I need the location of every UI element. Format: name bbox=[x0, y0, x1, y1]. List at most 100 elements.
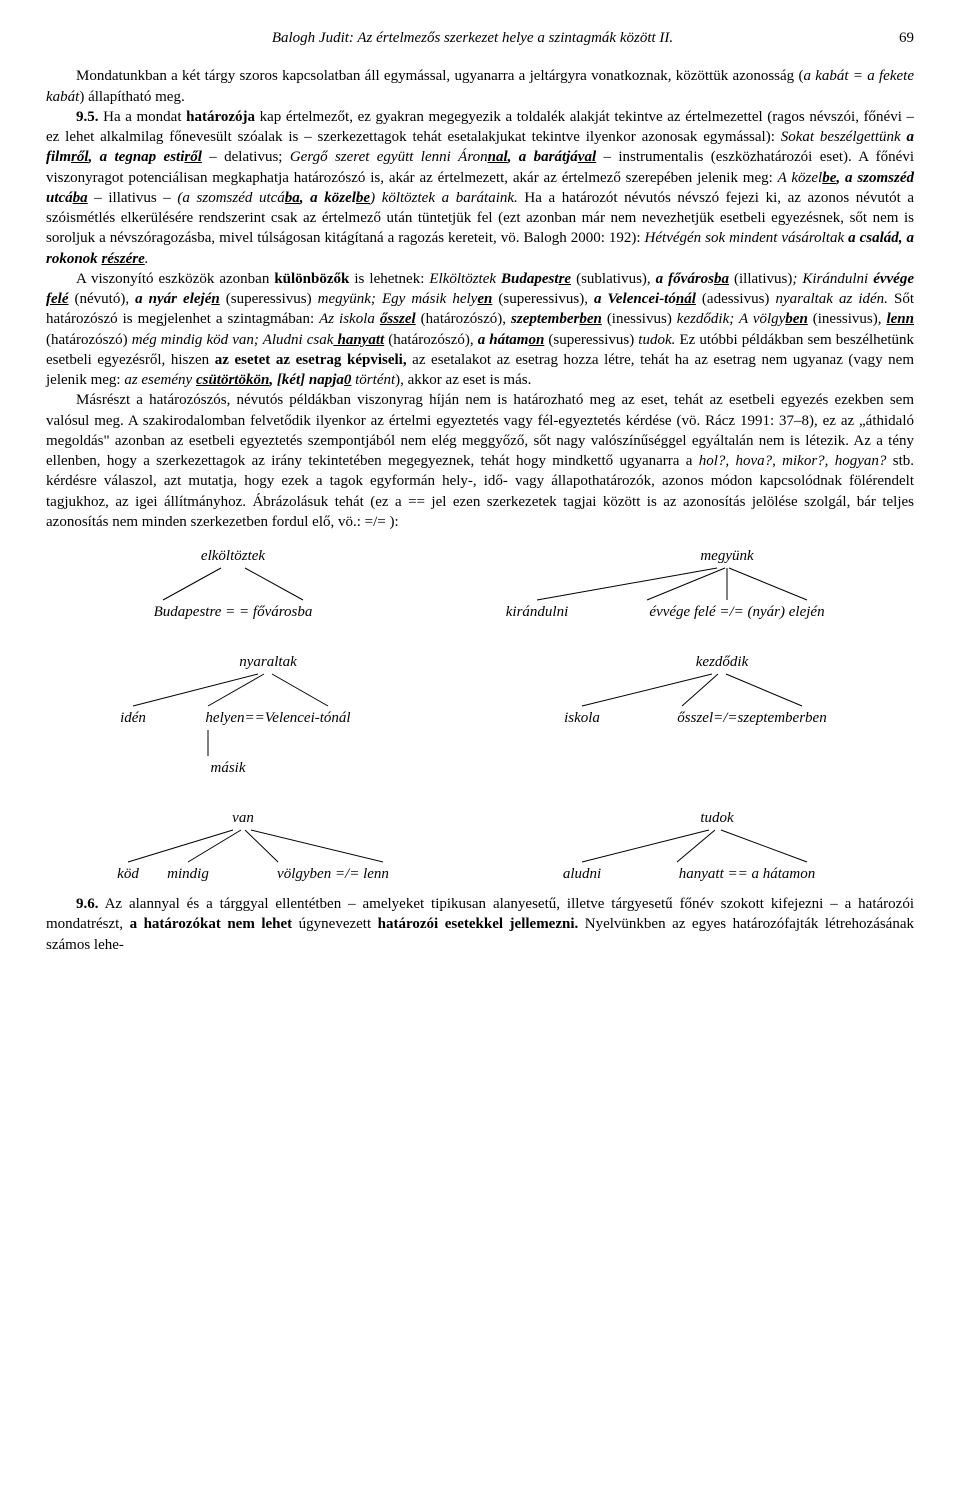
italic: Az iskola bbox=[319, 311, 380, 327]
bold-italic-underline-suffix: be bbox=[356, 190, 370, 206]
bold-italic-underline-suffix: on bbox=[528, 332, 544, 348]
bold-italic-underline-suffix: ről bbox=[184, 149, 202, 165]
svg-text:nyaraltak: nyaraltak bbox=[239, 654, 297, 670]
italic: megyünk; Egy másik hely bbox=[318, 291, 478, 307]
tree-nyaraltak: nyaraltak idén helyen==Velencei-tónál má… bbox=[98, 652, 418, 782]
paragraph-different-tools: A viszonyító eszközök azonban különbözők… bbox=[46, 269, 914, 391]
svg-text:elköltöztek: elköltöztek bbox=[201, 548, 265, 564]
text: – delativus; bbox=[202, 149, 290, 165]
bold: határozói esetekkel jellemezni. bbox=[378, 916, 579, 932]
text: Ha a mondat bbox=[99, 109, 187, 125]
italic: tudok. bbox=[638, 332, 675, 348]
bold-italic: , a közel bbox=[300, 190, 356, 206]
bold-italic: , [két] napja bbox=[269, 372, 344, 388]
svg-text:mindig: mindig bbox=[167, 866, 209, 882]
bold-italic-underline: ősszel bbox=[380, 311, 416, 327]
bold-italic: a főváros bbox=[656, 271, 714, 287]
bold-italic-underline-suffix: nál bbox=[676, 291, 696, 307]
bold-italic: a hátam bbox=[478, 332, 529, 348]
header-title: Balogh Judit: Az értelmezős szerkezet he… bbox=[272, 30, 673, 46]
bold-italic: évvége bbox=[873, 271, 914, 287]
bold-italic: a Velencei-tó bbox=[594, 291, 676, 307]
text: úgynevezett bbox=[292, 916, 378, 932]
bold-italic-underline: részére bbox=[101, 251, 144, 267]
text: (adessivus) bbox=[696, 291, 776, 307]
svg-text:ősszel=/=szeptemberben: ősszel=/=szeptemberben bbox=[677, 710, 826, 726]
text: (inessivus), bbox=[808, 311, 887, 327]
section-number: 9.5. bbox=[76, 109, 99, 125]
page-number: 69 bbox=[899, 28, 914, 48]
text: (superessivus), bbox=[492, 291, 594, 307]
paragraph-9-6: 9.6. Az alannyal és a tárggyal ellentétb… bbox=[46, 894, 914, 955]
bold-italic-underline-suffix: be bbox=[822, 170, 836, 186]
tree-megyunk: megyünk kirándulni évvége felé =/= (nyár… bbox=[477, 546, 857, 626]
tree-row-1: elköltöztek Budapestre = = fővárosba meg… bbox=[46, 546, 914, 626]
section-number: 9.6. bbox=[76, 896, 99, 912]
bold-italic-underline-suffix: ben bbox=[785, 311, 808, 327]
italic: ; Kirándulni bbox=[792, 271, 873, 287]
text: – illativus – bbox=[88, 190, 178, 206]
text: ) állapítható meg. bbox=[79, 89, 184, 105]
svg-text:van: van bbox=[232, 810, 254, 826]
paragraph-9-5: 9.5. Ha a mondat határozója kap értelmez… bbox=[46, 107, 914, 269]
italic: Gergő szeret együtt lenni Áron bbox=[290, 149, 488, 165]
bold: a határozókat nem lehet bbox=[130, 916, 293, 932]
italic: . bbox=[145, 251, 149, 267]
italic: ) költöztek a barátaink. bbox=[370, 190, 518, 206]
bold-italic-underline-suffix: ba bbox=[73, 190, 88, 206]
svg-text:iskola: iskola bbox=[564, 710, 600, 726]
italic: még mindig köd van; Aludni csak bbox=[132, 332, 334, 348]
tree-elkoltoztek: elköltöztek Budapestre = = fővárosba bbox=[103, 546, 363, 626]
svg-text:megyünk: megyünk bbox=[700, 548, 754, 564]
tree-diagrams: elköltöztek Budapestre = = fővárosba meg… bbox=[46, 546, 914, 888]
paragraph-agreement: Másrészt a határozószós, névutós példákb… bbox=[46, 390, 914, 532]
text: (határozószó) bbox=[46, 332, 132, 348]
bold: az esetet az esetrag képviseli, bbox=[215, 352, 407, 368]
tree-van: van köd mindig völgyben =/= lenn bbox=[93, 808, 433, 888]
svg-text:aludni: aludni bbox=[563, 866, 601, 882]
tree-tudok: tudok aludni hanyatt == a hátamon bbox=[527, 808, 867, 888]
text: ), akkor az eset is más. bbox=[395, 372, 531, 388]
italic: az esemény bbox=[124, 372, 196, 388]
italic: hol?, hova?, mikor?, hogyan? bbox=[699, 453, 887, 469]
italic: Sokat beszélgettünk bbox=[781, 129, 907, 145]
bold-italic-underline-suffix: ről bbox=[71, 149, 89, 165]
text: (névutó), bbox=[68, 291, 135, 307]
svg-text:helyen==Velencei-tónál: helyen==Velencei-tónál bbox=[205, 710, 350, 726]
bold-italic-underline-suffix: re bbox=[559, 271, 572, 287]
text: (sublativus), bbox=[571, 271, 656, 287]
text: is lehetnek: bbox=[349, 271, 429, 287]
bold-italic-underline-suffix: ba bbox=[714, 271, 729, 287]
svg-text:kezdődik: kezdődik bbox=[696, 654, 749, 670]
svg-text:kirándulni: kirándulni bbox=[506, 604, 569, 620]
bold-italic: a nyár elejé bbox=[135, 291, 211, 307]
text: Mondatunkban a két tárgy szoros kapcsola… bbox=[76, 68, 803, 84]
bold-italic-underline: csütörtökön bbox=[196, 372, 269, 388]
paragraph-intro: Mondatunkban a két tárgy szoros kapcsola… bbox=[46, 66, 914, 107]
text: (superessivus) bbox=[544, 332, 638, 348]
bold-italic-underline: hanyatt bbox=[333, 332, 384, 348]
bold-italic-underline-suffix: en bbox=[477, 291, 492, 307]
bold-italic-underline: lenn bbox=[886, 311, 914, 327]
bold-italic-underline-suffix: val bbox=[578, 149, 596, 165]
svg-text:idén: idén bbox=[120, 710, 146, 726]
text: (határozószó), bbox=[416, 311, 511, 327]
italic: (a szomszéd utcá bbox=[177, 190, 284, 206]
bold-italic: , a tegnap esti bbox=[89, 149, 185, 165]
text: A viszonyító eszközök azonban bbox=[76, 271, 274, 287]
svg-text:tudok: tudok bbox=[700, 810, 734, 826]
tree-row-3: van köd mindig völgyben =/= lenn tudok a… bbox=[46, 808, 914, 888]
svg-text:másik: másik bbox=[211, 760, 246, 776]
italic: Hétvégén sok mindent vásároltak bbox=[645, 230, 849, 246]
bold-term: határozója bbox=[186, 109, 255, 125]
text: (superessivus) bbox=[220, 291, 318, 307]
text: (inessivus) bbox=[602, 311, 677, 327]
bold: különbözők bbox=[274, 271, 349, 287]
svg-text:Budapestre = = fővárosba: Budapestre = = fővárosba bbox=[154, 604, 313, 620]
bold-italic-underline-suffix: n bbox=[211, 291, 219, 307]
bold-italic-underline-suffix: ben bbox=[579, 311, 602, 327]
bold-italic: szeptember bbox=[511, 311, 579, 327]
tree-kezdodik: kezdődik iskola ősszel=/=szeptemberben bbox=[522, 652, 862, 732]
svg-text:évvége felé =/= (nyár) elején: évvége felé =/= (nyár) elején bbox=[649, 604, 824, 620]
italic: kezdődik; A völgy bbox=[677, 311, 786, 327]
